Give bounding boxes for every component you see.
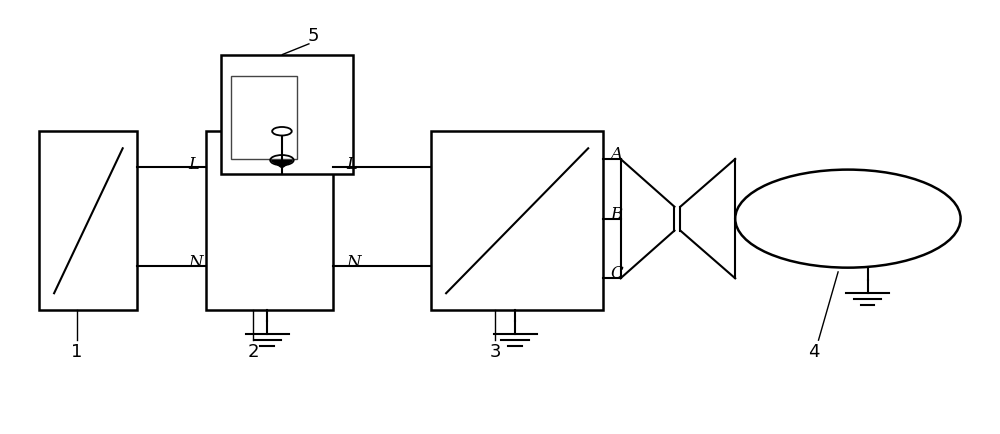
- Bar: [206, 132, 333, 311]
- Text: A: A: [611, 145, 623, 163]
- Text: N: N: [346, 253, 361, 270]
- Bar: [431, 132, 603, 311]
- Text: C: C: [611, 265, 623, 282]
- Text: L: L: [188, 155, 199, 172]
- Text: L: L: [346, 155, 357, 172]
- Circle shape: [272, 128, 292, 136]
- Polygon shape: [271, 161, 293, 168]
- Text: 1: 1: [71, 342, 82, 360]
- Bar: [221, 56, 353, 174]
- Text: N: N: [188, 253, 203, 270]
- Text: 5: 5: [308, 27, 320, 45]
- Text: 3: 3: [489, 342, 501, 360]
- Bar: [230, 77, 297, 160]
- Text: B: B: [611, 205, 623, 222]
- Bar: [39, 132, 137, 311]
- Text: 4: 4: [808, 342, 819, 360]
- Text: 2: 2: [247, 342, 259, 360]
